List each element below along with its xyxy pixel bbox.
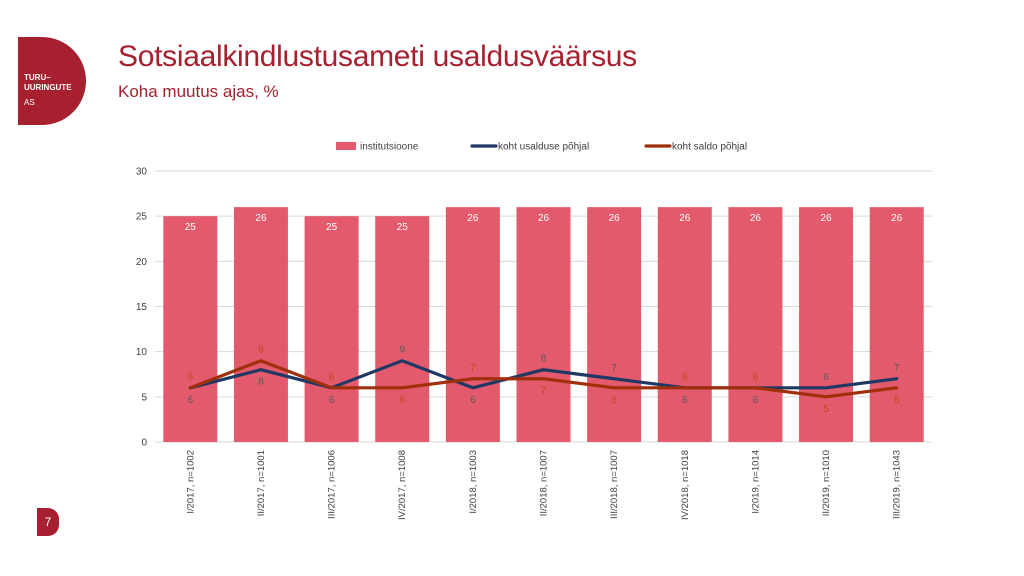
usaldus-data-label: 6: [682, 395, 688, 406]
x-category-label: II/2018, n=1007: [539, 450, 550, 516]
slide-subtitle: Koha muutus ajas, %: [118, 82, 279, 101]
legend-swatch-institutsioone: [336, 142, 356, 150]
bar-data-label: 25: [185, 222, 197, 233]
x-category-label: III/2019, n=1043: [892, 450, 903, 519]
saldo-data-label: 5: [823, 404, 829, 415]
saldo-data-label: 7: [470, 363, 476, 374]
y-tick-label: 10: [136, 347, 148, 358]
bar: [304, 216, 359, 442]
bar: [163, 216, 218, 442]
bar-data-label: 26: [609, 213, 621, 224]
usaldus-data-label: 9: [399, 345, 405, 356]
bar-data-label: 26: [255, 213, 267, 224]
usaldus-data-label: 6: [470, 395, 476, 406]
logo-text: TURU– UURINGUTE: [24, 73, 72, 92]
x-category-label: II/2019, n=1010: [821, 450, 832, 516]
saldo-data-label: 7: [541, 386, 547, 397]
usaldus-data-label: 6: [329, 395, 335, 406]
saldo-data-label: 9: [258, 345, 264, 356]
bar: [869, 207, 924, 442]
legend-label: koht saldo põhjal: [672, 142, 747, 153]
line-koht-saldo-pohjal: [188, 359, 899, 399]
saldo-data-label: 6: [753, 372, 759, 383]
saldo-data-label: 6: [188, 372, 194, 383]
bar: [799, 207, 854, 442]
y-tick-label: 5: [141, 392, 147, 403]
x-category-label: I/2017, n=1002: [185, 450, 196, 514]
x-category-label: III/2018, n=1007: [609, 450, 620, 519]
bar: [587, 207, 642, 442]
saldo-data-label: 6: [399, 395, 405, 406]
usaldus-data-label: 6: [823, 372, 829, 383]
saldo-data-label: 6: [682, 372, 688, 383]
bar-data-label: 25: [326, 222, 338, 233]
logo-subtext: AS: [24, 98, 35, 107]
y-tick-label: 30: [136, 167, 148, 178]
bar: [375, 216, 430, 442]
x-category-label: III/2017, n=1006: [327, 450, 338, 519]
usaldus-data-label: 6: [753, 395, 759, 406]
bar: [516, 207, 571, 442]
y-tick-label: 20: [136, 257, 148, 268]
y-tick-label: 25: [136, 212, 148, 223]
line-koht-usalduse-pohjal: [188, 359, 899, 390]
usaldus-data-label: 6: [188, 395, 194, 406]
saldo-data-label: 6: [611, 395, 617, 406]
company-logo: TURU– UURINGUTE AS: [18, 37, 86, 125]
bar-data-label: 26: [750, 213, 762, 224]
x-category-label: I/2019, n=1014: [750, 450, 761, 514]
bar-data-label: 25: [397, 222, 409, 233]
slide-title: Sotsiaalkindlustusameti usaldusväärsus: [118, 40, 637, 73]
x-category-label: IV/2018, n=1018: [680, 450, 691, 520]
legend-label: institutsioone: [360, 142, 419, 153]
page-number: 7: [37, 508, 59, 536]
bar-data-label: 26: [820, 213, 832, 224]
legend-label: koht usalduse põhjal: [498, 142, 589, 153]
saldo-data-label: 6: [329, 372, 335, 383]
x-category-label: IV/2017, n=1008: [397, 450, 408, 520]
bar-data-label: 26: [467, 213, 479, 224]
x-category-label: II/2017, n=1001: [256, 450, 267, 516]
y-tick-label: 15: [136, 302, 148, 313]
x-category-label: I/2018, n=1003: [468, 450, 479, 514]
bar-data-label: 26: [538, 213, 550, 224]
y-tick-label: 0: [141, 438, 147, 449]
bar-data-label: 26: [679, 213, 691, 224]
bar: [657, 207, 712, 442]
bar-data-label: 26: [891, 213, 903, 224]
usaldus-data-label: 7: [611, 363, 617, 374]
bar: [445, 207, 500, 442]
bar: [728, 207, 783, 442]
usaldus-data-label: 8: [258, 377, 264, 388]
saldo-data-label: 6: [894, 395, 900, 406]
usaldus-data-label: 7: [894, 363, 900, 374]
bar: [233, 207, 288, 442]
usaldus-data-label: 8: [541, 354, 547, 365]
